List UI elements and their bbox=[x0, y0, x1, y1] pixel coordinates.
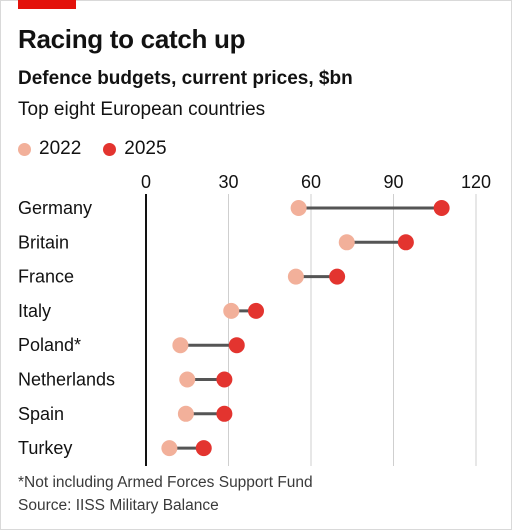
category-label: Spain bbox=[18, 404, 64, 424]
category-label: Turkey bbox=[18, 438, 72, 458]
x-tick-label: 90 bbox=[383, 172, 403, 192]
category-label: Netherlands bbox=[18, 370, 115, 390]
point-2025 bbox=[195, 440, 212, 457]
legend-swatch-2025 bbox=[103, 142, 117, 156]
point-2022 bbox=[338, 234, 355, 251]
point-2022 bbox=[290, 200, 307, 216]
point-2022 bbox=[172, 337, 189, 354]
legend-item-2025: 2025 bbox=[103, 138, 167, 160]
category-label: Italy bbox=[18, 301, 51, 321]
point-2022 bbox=[223, 302, 240, 319]
category-label: Poland* bbox=[18, 335, 81, 355]
chart-subtitle-secondary: Top eight European countries bbox=[18, 99, 266, 120]
point-2022 bbox=[161, 440, 178, 457]
category-label: France bbox=[18, 267, 74, 287]
point-2025 bbox=[216, 405, 233, 422]
dumbbell-chart: 0 30 60 90 120 Germany Britain France Italy Polan… bbox=[18, 172, 491, 466]
footnote: *Not including Armed Forces Support Fund bbox=[18, 474, 313, 491]
legend-swatch-2022 bbox=[18, 142, 31, 156]
x-tick-label: 60 bbox=[301, 172, 321, 192]
point-2022 bbox=[177, 405, 194, 422]
legend: 2022 2025 bbox=[18, 138, 189, 160]
legend-item-2022: 2022 bbox=[18, 138, 81, 160]
category-label: Britain bbox=[18, 232, 69, 252]
point-2022 bbox=[179, 371, 196, 388]
x-tick-label: 120 bbox=[461, 172, 491, 192]
point-2025 bbox=[329, 268, 346, 285]
x-tick-label: 30 bbox=[218, 172, 238, 192]
category-label: Germany bbox=[18, 198, 92, 218]
point-2025 bbox=[248, 302, 264, 319]
point-2025 bbox=[216, 371, 233, 388]
point-2025 bbox=[397, 234, 414, 251]
legend-label-2022: 2022 bbox=[39, 138, 82, 159]
brand-tab bbox=[18, 0, 76, 9]
legend-label-2025: 2025 bbox=[124, 138, 167, 159]
point-2025 bbox=[433, 200, 450, 216]
point-2025 bbox=[228, 337, 245, 354]
source-note: Source: IISS Military Balance bbox=[18, 497, 219, 514]
chart-subtitle: Defence budgets, current prices, $bn bbox=[18, 68, 353, 89]
x-tick-label: 0 bbox=[141, 172, 151, 192]
chart-title: Racing to catch up bbox=[18, 24, 246, 54]
point-2022 bbox=[287, 268, 304, 285]
